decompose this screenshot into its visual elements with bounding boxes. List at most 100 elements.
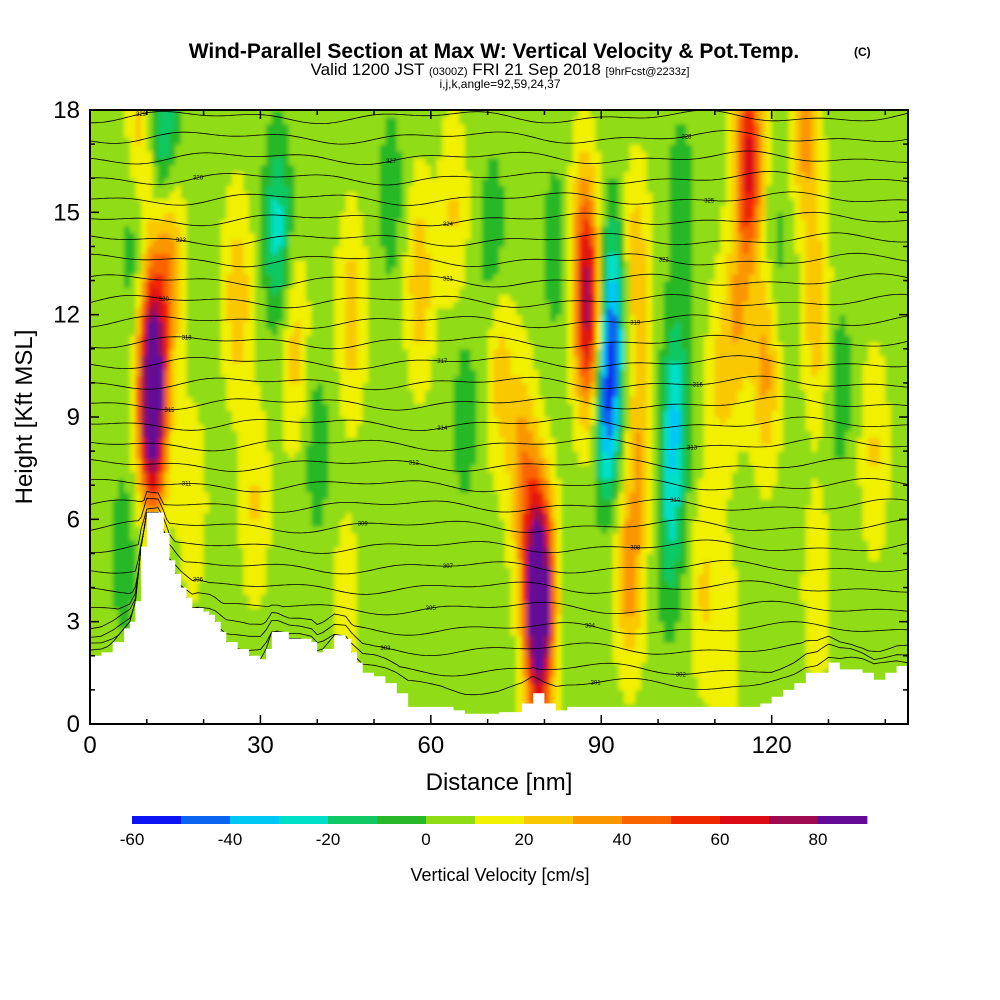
- velocity-cell: [197, 294, 205, 302]
- velocity-cell: [249, 232, 256, 241]
- velocity-cell: [175, 423, 182, 432]
- velocity-cell: [169, 437, 176, 445]
- velocity-cell: [339, 110, 347, 118]
- velocity-cell: [237, 403, 244, 411]
- velocity-cell: [118, 280, 125, 288]
- velocity-cell: [95, 314, 102, 323]
- velocity-cell: [305, 130, 313, 138]
- velocity-cell: [175, 246, 182, 254]
- velocity-cell: [118, 348, 125, 357]
- velocity-cell: [107, 451, 114, 459]
- velocity-cell: [118, 594, 125, 602]
- velocity-cell: [288, 451, 296, 459]
- velocity-cell: [271, 198, 279, 207]
- velocity-cell: [112, 225, 119, 234]
- velocity-cell: [209, 178, 216, 186]
- velocity-cell: [334, 335, 341, 343]
- velocity-cell: [379, 512, 386, 520]
- velocity-cell: [107, 260, 114, 268]
- velocity-cell: [385, 239, 392, 248]
- velocity-cell: [95, 144, 102, 152]
- velocity-cell: [362, 560, 369, 568]
- velocity-cell: [226, 287, 233, 295]
- velocity-cell: [374, 648, 381, 657]
- velocity-cell: [237, 526, 244, 534]
- velocity-cell: [283, 178, 290, 186]
- velocity-cell: [249, 144, 256, 152]
- velocity-cell: [90, 178, 97, 186]
- velocity-cell: [237, 444, 244, 452]
- velocity-cell: [374, 546, 381, 555]
- velocity-cell: [311, 164, 318, 172]
- velocity-cell: [112, 430, 119, 439]
- velocity-cell: [356, 144, 364, 152]
- velocity-cell: [101, 512, 108, 520]
- velocity-cell: [169, 430, 176, 439]
- velocity-cell: [328, 150, 335, 159]
- velocity-cell: [237, 594, 244, 602]
- velocity-cell: [328, 492, 335, 500]
- velocity-cell: [220, 492, 227, 500]
- velocity-cell: [271, 287, 279, 295]
- velocity-cell: [124, 307, 131, 316]
- velocity-cell: [396, 280, 404, 288]
- velocity-cell: [311, 485, 318, 493]
- velocity-cell: [334, 437, 341, 445]
- velocity-cell: [112, 376, 119, 384]
- velocity-cell: [311, 492, 318, 500]
- velocity-cell: [305, 539, 313, 548]
- velocity-cell: [95, 341, 102, 350]
- velocity-cell: [158, 451, 165, 459]
- velocity-cell: [271, 608, 279, 616]
- velocity-cell: [374, 464, 381, 473]
- velocity-cell: [322, 110, 330, 118]
- subtitle-utc: (0300Z): [429, 66, 468, 78]
- velocity-cell: [266, 464, 273, 473]
- velocity-cell: [356, 130, 364, 138]
- velocity-cell: [385, 417, 392, 425]
- velocity-cell: [385, 662, 392, 671]
- velocity-cell: [277, 573, 284, 582]
- velocity-cell: [152, 417, 159, 425]
- velocity-cell: [129, 150, 137, 159]
- velocity-cell: [180, 451, 188, 459]
- velocity-cell: [90, 396, 97, 404]
- velocity-cell: [334, 580, 341, 589]
- velocity-cell: [396, 362, 404, 370]
- velocity-cell: [254, 164, 262, 172]
- velocity-cell: [305, 362, 313, 370]
- velocity-cell: [214, 417, 222, 425]
- velocity-cell: [124, 539, 131, 548]
- velocity-cell: [249, 451, 256, 459]
- velocity-cell: [112, 464, 119, 473]
- velocity-cell: [186, 137, 193, 145]
- velocity-cell: [305, 457, 313, 466]
- velocity-cell: [90, 266, 97, 275]
- velocity-cell: [243, 191, 250, 200]
- velocity-cell: [95, 253, 102, 261]
- velocity-cell: [254, 478, 262, 486]
- velocity-cell: [249, 314, 256, 323]
- velocity-cell: [356, 348, 364, 357]
- velocity-cell: [163, 280, 171, 288]
- velocity-cell: [135, 150, 142, 159]
- velocity-cell: [288, 560, 296, 568]
- velocity-cell: [328, 137, 335, 145]
- velocity-cell: [107, 457, 114, 466]
- velocity-cell: [328, 335, 335, 343]
- velocity-cell: [146, 266, 154, 275]
- velocity-cell: [254, 273, 262, 282]
- velocity-cell: [374, 137, 381, 145]
- velocity-cell: [90, 471, 97, 479]
- velocity-cell: [192, 164, 199, 172]
- velocity-cell: [311, 341, 318, 350]
- velocity-cell: [220, 348, 227, 357]
- velocity-cell: [135, 587, 142, 595]
- velocity-cell: [124, 294, 131, 302]
- velocity-cell: [249, 512, 256, 520]
- velocity-cell: [163, 348, 171, 357]
- velocity-cell: [385, 560, 392, 568]
- velocity-cell: [283, 417, 290, 425]
- velocity-cell: [243, 478, 250, 486]
- velocity-cell: [101, 191, 108, 200]
